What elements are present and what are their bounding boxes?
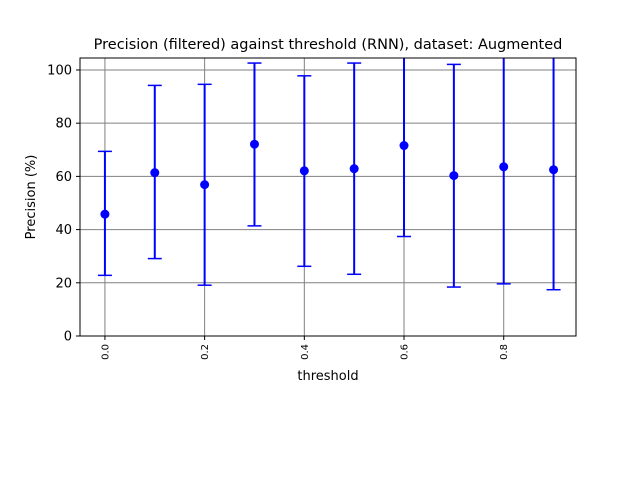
- data-point: [499, 162, 509, 172]
- x-tick-label: 0.0: [100, 344, 111, 360]
- x-tick-label: 0.4: [300, 344, 311, 360]
- data-point: [449, 171, 459, 181]
- data-layer: [97, 58, 561, 291]
- y-tick-label: 60: [55, 170, 72, 185]
- x-tick-label: 0.6: [400, 344, 411, 360]
- data-point: [100, 209, 110, 219]
- x-axis-label: threshold: [297, 369, 358, 384]
- y-tick-label: 80: [55, 117, 72, 132]
- x-tick-label: 0.8: [499, 344, 510, 360]
- y-axis-label: Precision (%): [24, 155, 39, 240]
- x-tick-label: 0.2: [200, 344, 211, 360]
- y-tick-label: 40: [55, 223, 72, 238]
- y-tick-label: 100: [47, 63, 72, 78]
- data-point: [249, 139, 259, 149]
- data-point: [150, 168, 160, 178]
- data-point: [349, 164, 359, 174]
- chart-title: Precision (filtered) against threshold (…: [94, 37, 563, 53]
- y-tick-label: 0: [64, 330, 72, 345]
- data-point: [200, 180, 210, 190]
- ticks: 0 20 40 60 80 100 0.0 0.2 0.4 0.6 0.8: [47, 63, 510, 359]
- data-point: [399, 141, 409, 151]
- data-point: [549, 165, 559, 175]
- plot-frame: [79, 57, 577, 337]
- data-point: [299, 166, 309, 176]
- y-tick-label: 20: [55, 276, 72, 291]
